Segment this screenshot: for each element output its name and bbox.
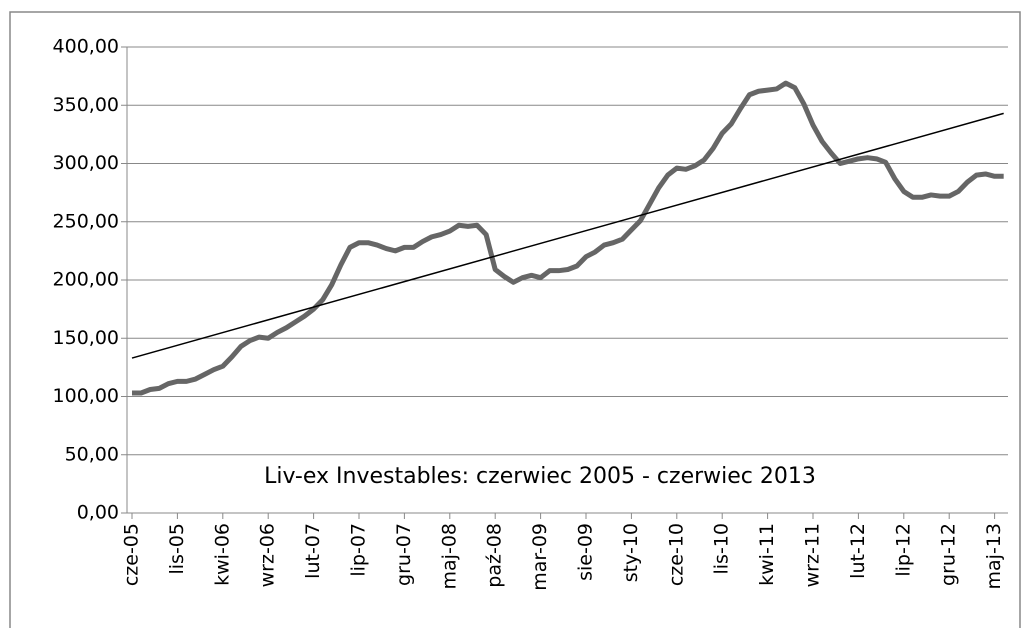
data-line [132, 80, 1004, 396]
x-tick-label: lis-10 [711, 523, 733, 575]
x-tick-label: gru-12 [938, 523, 960, 586]
x-tick-label: cze-05 [121, 523, 143, 586]
x-tick-label: sie-09 [575, 523, 597, 581]
x-tick-label: gru-07 [393, 523, 415, 586]
x-tick-label: maj-08 [438, 523, 460, 589]
trend-line [131, 112, 1004, 359]
x-tick-label: kwi-06 [211, 523, 233, 586]
chart-border [9, 11, 1021, 628]
x-tick-label: kwi-11 [756, 523, 778, 586]
x-tick-label: maj-13 [983, 523, 1005, 589]
y-tick-label: 100,00 [53, 385, 119, 407]
y-tick-label: 150,00 [53, 327, 119, 349]
x-tick-label: wrz-11 [802, 523, 824, 587]
x-tick-label: lip-07 [348, 523, 370, 577]
y-tick-label: 400,00 [53, 36, 119, 58]
x-tick-label: mar-09 [529, 523, 551, 591]
y-tick-label: 200,00 [53, 269, 119, 291]
y-tick-label: 250,00 [53, 210, 119, 232]
x-tick-label: paź-08 [484, 523, 506, 588]
x-tick-label: lis-05 [166, 523, 188, 575]
y-tick-label: 50,00 [65, 443, 119, 465]
annotation: Liv-ex Investables: czerwiec 2005 - czer… [264, 464, 816, 489]
x-tick-label: lut-12 [847, 523, 869, 579]
x-tick-label: cze-10 [665, 523, 687, 586]
x-tick-label: sty-10 [620, 523, 642, 582]
x-tick-label: lip-12 [892, 523, 914, 577]
y-tick-label: 350,00 [53, 94, 119, 116]
y-tick-label: 0,00 [77, 502, 119, 524]
x-tick-label: wrz-06 [257, 523, 279, 587]
y-tick-label: 300,00 [53, 152, 119, 174]
x-tick-label: lut-07 [302, 523, 324, 579]
